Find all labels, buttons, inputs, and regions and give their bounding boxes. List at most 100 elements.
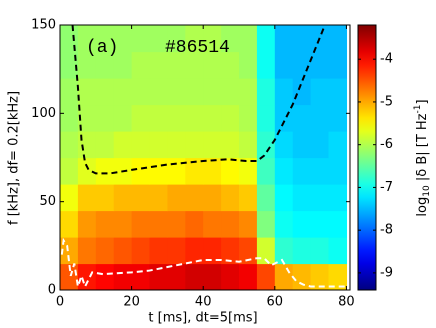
heatmap-cell	[310, 210, 330, 238]
heatmap-cell	[60, 25, 79, 53]
heatmap-cell	[95, 263, 115, 290]
heatmap-cell	[203, 237, 222, 265]
heatmap-cell	[203, 131, 222, 159]
heatmap-cell	[149, 263, 169, 290]
heatmap-cell	[60, 104, 79, 132]
heatmap-cell	[113, 104, 133, 132]
heatmap-cell	[60, 210, 79, 238]
heatmap-cell	[60, 184, 79, 212]
heatmap-cell	[221, 131, 240, 159]
heatmap-cell	[185, 210, 204, 238]
heatmap-cell	[328, 51, 348, 79]
heatmap-cell	[310, 131, 330, 159]
colorbar-tick-label: -5	[380, 94, 393, 109]
heatmap-cell	[239, 25, 258, 53]
heatmap-cell	[203, 157, 222, 185]
heatmap-cell	[95, 184, 115, 212]
heatmap-cell	[203, 263, 222, 290]
heatmap-cell	[167, 131, 186, 159]
heatmap-cell	[292, 184, 312, 212]
heatmap-cell	[185, 25, 204, 53]
heatmap-cell	[131, 263, 151, 290]
heatmap-cell	[310, 78, 330, 106]
heatmap-cell	[292, 131, 312, 159]
heatmap-cell	[77, 237, 97, 265]
heatmap-cell	[256, 157, 276, 185]
heatmap-cell	[60, 78, 79, 106]
heatmap-cell	[292, 157, 312, 185]
heatmap-cell	[239, 263, 258, 290]
heatmap-cell	[95, 157, 115, 185]
heatmap-cell	[113, 25, 133, 53]
heatmap-cell	[221, 263, 240, 290]
heatmap-cell	[221, 157, 240, 185]
heatmap-cell	[274, 25, 294, 53]
heatmap-cell	[95, 78, 115, 106]
colorbar-tick-label: -4	[380, 52, 393, 67]
heatmap-cell	[131, 78, 151, 106]
plot-frame	[59, 24, 351, 291]
heatmap-cell	[292, 78, 312, 106]
heatmap-cell	[77, 263, 97, 290]
heatmap-cell	[203, 78, 222, 106]
heatmap-cell	[221, 51, 240, 79]
label-part: log	[415, 197, 430, 217]
heatmap-cell	[77, 157, 97, 185]
heatmap-cell	[310, 51, 330, 79]
heatmap-cell	[239, 210, 258, 238]
heatmap-cell	[221, 184, 240, 212]
heatmap-cell	[185, 263, 204, 290]
heatmap-cell	[274, 210, 294, 238]
heatmap-cell	[167, 51, 186, 79]
heatmap-cell	[77, 104, 97, 132]
heatmap-cell	[328, 210, 348, 238]
heatmap-cell	[60, 131, 79, 159]
heatmap-cell	[95, 210, 115, 238]
heatmap-cell	[239, 104, 258, 132]
x-axis-label: t [ms], dt=5[ms]	[148, 311, 257, 326]
heatmap-cell	[292, 237, 312, 265]
heatmap-cell	[185, 184, 204, 212]
heatmap-cell	[328, 78, 348, 106]
heatmap-cell	[77, 25, 97, 53]
panel-label: (a)	[86, 38, 118, 58]
heatmap-cell	[292, 25, 312, 53]
heatmap-cell	[274, 51, 294, 79]
heatmap-cell	[256, 263, 276, 290]
heatmap-cell	[203, 184, 222, 212]
heatmap-cell	[95, 25, 115, 53]
heatmap-cell	[131, 237, 151, 265]
heatmap-cell	[328, 131, 348, 159]
heatmap-cell	[292, 104, 312, 132]
heatmap-cell	[256, 210, 276, 238]
heatmap-cell	[131, 210, 151, 238]
heatmap-cell	[131, 104, 151, 132]
heatmap-cell	[185, 78, 204, 106]
heatmap-cell	[274, 78, 294, 106]
heatmap-cell	[113, 131, 133, 159]
heatmap-cell	[167, 263, 186, 290]
heatmap-cell	[131, 184, 151, 212]
heatmap-cell	[256, 25, 276, 53]
heatmap-cell	[239, 131, 258, 159]
heatmap-cell	[221, 210, 240, 238]
heatmap-cell	[221, 25, 240, 53]
heatmap-cell	[167, 237, 186, 265]
x-tick-label: 40	[195, 295, 212, 310]
colorbar-tick-label: -8	[380, 223, 393, 238]
heatmap-cell	[131, 51, 151, 79]
colorbar-tick-label: -7	[380, 180, 393, 195]
x-tick-label: 80	[338, 295, 355, 310]
heatmap-cell	[292, 210, 312, 238]
colorbar-label: log10 |δ B| [T Hz-1]	[413, 99, 432, 216]
heatmap-cell	[113, 263, 133, 290]
heatmap-cell	[60, 157, 79, 185]
heatmap-cell	[203, 25, 222, 53]
heatmap-cell	[167, 104, 186, 132]
heatmap-cell	[203, 51, 222, 79]
axes: 0 20 40 60 80 0 50 100 150 -4 -5 -6 -7 -8 -9	[31, 18, 393, 310]
heatmap-cell	[185, 157, 204, 185]
heatmap-cell	[77, 131, 97, 159]
heatmap	[60, 25, 348, 290]
